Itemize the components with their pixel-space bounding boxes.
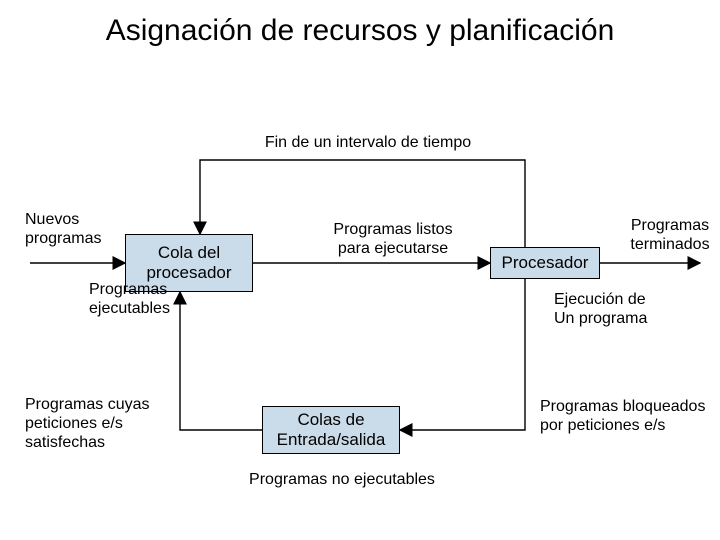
page-title: Asignación de recursos y planificación — [0, 14, 720, 49]
label-time-slice-end: Fin de un intervalo de tiempo — [238, 133, 498, 152]
label-finished-programs: Programasterminados — [620, 216, 720, 254]
label-running-program: Ejecución deUn programa — [554, 290, 704, 328]
node-io-queues: Colas deEntrada/salida — [262, 406, 400, 454]
edges-layer — [0, 0, 720, 540]
label-nonexecutable-programs: Programas no ejecutables — [232, 470, 452, 489]
label-executable-programs: Programasejecutables — [89, 280, 209, 318]
node-processor: Procesador — [490, 247, 600, 279]
diagram-stage: Asignación de recursos y planificación C… — [0, 0, 720, 540]
label-io-satisfied: Programas cuyaspeticiones e/ssatisfechas — [25, 395, 185, 453]
label-new-programs: Nuevosprogramas — [25, 210, 135, 248]
label-blocked-programs: Programas bloqueadospor peticiones e/s — [540, 397, 720, 435]
label-ready-programs: Programas listospara ejecutarse — [303, 220, 483, 258]
edge-cpu-to-io — [400, 279, 525, 430]
